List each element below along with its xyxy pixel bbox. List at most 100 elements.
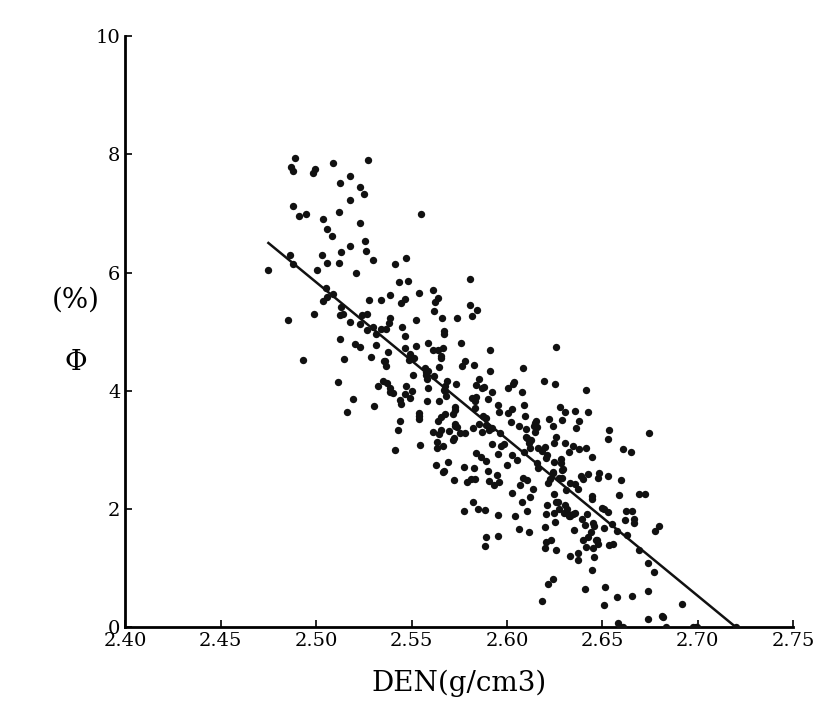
Point bbox=[477, 410, 490, 422]
Point bbox=[492, 448, 505, 460]
Point bbox=[432, 361, 445, 373]
Point bbox=[333, 206, 347, 218]
Point bbox=[513, 523, 526, 535]
Point bbox=[428, 370, 441, 381]
Point bbox=[326, 158, 340, 169]
Point bbox=[540, 499, 554, 510]
Point bbox=[463, 273, 477, 285]
Point bbox=[399, 388, 412, 399]
Point bbox=[410, 340, 423, 352]
Point bbox=[564, 551, 577, 562]
X-axis label: DEN(g/cm3): DEN(g/cm3) bbox=[372, 670, 547, 697]
Point bbox=[479, 456, 493, 467]
Point bbox=[453, 428, 467, 439]
Point bbox=[420, 373, 433, 384]
Point bbox=[579, 443, 593, 454]
Point bbox=[430, 436, 443, 448]
Point bbox=[559, 406, 572, 417]
Point bbox=[485, 422, 498, 433]
Point bbox=[437, 466, 450, 478]
Point bbox=[320, 291, 333, 303]
Point bbox=[491, 530, 504, 541]
Point bbox=[483, 365, 497, 376]
Point bbox=[568, 478, 581, 490]
Point bbox=[398, 330, 412, 342]
Point bbox=[469, 379, 483, 390]
Point bbox=[592, 473, 605, 485]
Point bbox=[539, 543, 552, 554]
Point bbox=[448, 404, 461, 415]
Point bbox=[419, 366, 433, 378]
Point bbox=[567, 508, 580, 520]
Point bbox=[470, 304, 483, 316]
Point bbox=[458, 355, 472, 366]
Point bbox=[581, 531, 595, 542]
Point bbox=[606, 539, 620, 550]
Point bbox=[610, 525, 624, 536]
Point bbox=[427, 344, 440, 355]
Point bbox=[432, 292, 445, 304]
Point bbox=[437, 342, 450, 354]
Point bbox=[429, 459, 443, 471]
Point bbox=[580, 508, 594, 520]
Point bbox=[343, 170, 357, 182]
Point bbox=[564, 477, 577, 488]
Point bbox=[562, 446, 575, 458]
Point bbox=[547, 466, 560, 477]
Point bbox=[381, 346, 394, 358]
Point bbox=[393, 394, 407, 406]
Point bbox=[549, 378, 562, 389]
Point bbox=[486, 438, 499, 450]
Point bbox=[335, 301, 348, 313]
Point bbox=[421, 396, 434, 407]
Point bbox=[261, 264, 275, 275]
Point bbox=[455, 360, 468, 372]
Point bbox=[620, 529, 634, 541]
Point bbox=[557, 463, 570, 474]
Point bbox=[419, 369, 433, 381]
Point bbox=[513, 420, 526, 431]
Point bbox=[308, 163, 321, 174]
Point bbox=[541, 578, 554, 590]
Point bbox=[561, 508, 574, 519]
Point bbox=[468, 473, 482, 485]
Point bbox=[597, 503, 610, 515]
Point bbox=[434, 352, 448, 363]
Point bbox=[549, 431, 562, 443]
Point bbox=[412, 407, 426, 419]
Point bbox=[549, 544, 563, 556]
Point bbox=[590, 534, 603, 546]
Point bbox=[562, 510, 575, 522]
Point bbox=[451, 312, 464, 324]
Point bbox=[576, 534, 590, 546]
Point bbox=[321, 257, 334, 269]
Point bbox=[337, 308, 350, 319]
Point bbox=[531, 458, 544, 469]
Point bbox=[491, 469, 504, 481]
Point bbox=[543, 413, 556, 425]
Point bbox=[555, 415, 569, 426]
Point bbox=[579, 583, 592, 595]
Point bbox=[560, 503, 574, 515]
Point bbox=[333, 177, 347, 189]
Point bbox=[461, 477, 474, 488]
Point bbox=[647, 566, 660, 578]
Point bbox=[612, 490, 625, 501]
Point bbox=[586, 517, 600, 528]
Point bbox=[541, 477, 554, 489]
Point bbox=[539, 508, 553, 520]
Point bbox=[353, 341, 367, 353]
Point bbox=[377, 375, 390, 386]
Point bbox=[400, 252, 413, 263]
Point bbox=[548, 437, 561, 448]
Point bbox=[582, 406, 595, 417]
Point bbox=[446, 408, 459, 420]
Point bbox=[362, 294, 376, 306]
Point bbox=[438, 386, 452, 397]
Point bbox=[482, 475, 495, 487]
Point bbox=[468, 396, 482, 407]
Point bbox=[448, 474, 461, 486]
Point bbox=[422, 337, 435, 349]
Point bbox=[538, 521, 551, 532]
Point bbox=[374, 294, 387, 306]
